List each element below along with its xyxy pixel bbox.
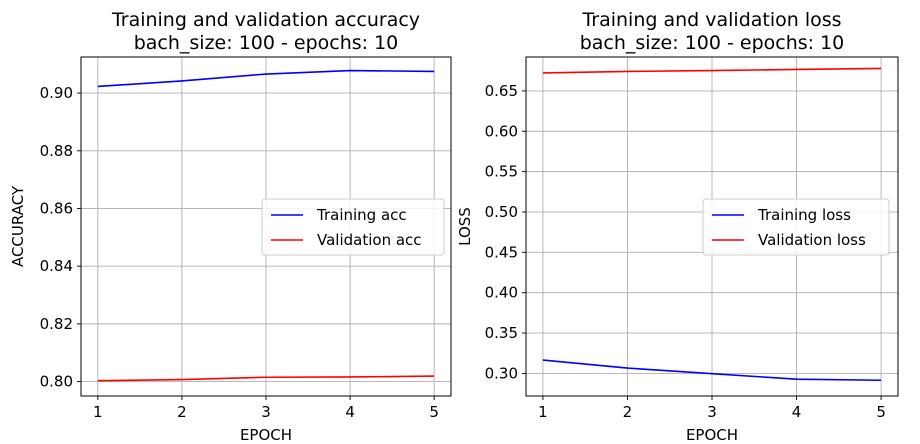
y-tick-label: 0.65 (485, 82, 518, 100)
legend-box (702, 198, 890, 256)
legend-box (261, 198, 445, 256)
x-tick-label: 3 (261, 403, 271, 421)
series-line-validation-loss (542, 67, 882, 74)
chart-title-line-1: Training and validation accuracy (111, 9, 420, 31)
y-tick-label: 0.86 (40, 199, 73, 217)
x-tick-label: 1 (93, 403, 103, 421)
y-tick-label: 0.35 (485, 324, 518, 342)
chart-title-line-2: bach_size: 100 - epochs: 10 (134, 32, 399, 54)
y-tick-label: 0.45 (485, 243, 518, 261)
x-tick-label: 5 (429, 403, 439, 421)
y-tick-label: 0.90 (40, 84, 73, 102)
y-tick-label: 0.80 (40, 373, 73, 391)
y-axis-label: ACCURACY (9, 185, 27, 267)
chart-1: Training and validation accuracybach_siz… (9, 9, 452, 444)
y-axis-label: LOSS (456, 207, 474, 246)
plot-frame (525, 56, 899, 397)
x-axis-label: EPOCH (686, 426, 738, 444)
legend-entry: Training acc (316, 206, 407, 224)
y-tick-label: 0.40 (485, 284, 518, 302)
y-tick-label: 0.84 (40, 257, 73, 275)
x-tick-label: 4 (345, 403, 355, 421)
x-tick-label: 5 (876, 403, 886, 421)
legend-entry: Validation acc (317, 231, 422, 249)
y-tick-label: 0.55 (485, 163, 518, 181)
series-line-training-acc (97, 69, 435, 88)
legend: Training loss Validation loss (702, 198, 890, 256)
plot-frame (80, 56, 452, 397)
x-tick-label: 4 (792, 403, 802, 421)
series-line-validation-acc (97, 375, 435, 382)
legend-entry: Validation loss (758, 231, 866, 249)
x-tick-label: 3 (707, 403, 717, 421)
x-tick-label: 2 (177, 403, 187, 421)
legend-entry: Training loss (757, 206, 851, 224)
x-axis-label: EPOCH (240, 426, 292, 444)
chart-title-line-1: Training and validation loss (581, 9, 841, 31)
y-tick-label: 0.30 (485, 364, 518, 382)
legend: Training acc Validation acc (261, 198, 445, 256)
y-tick-label: 0.50 (485, 203, 518, 221)
x-tick-label: 2 (623, 403, 633, 421)
y-tick-label: 0.60 (485, 122, 518, 140)
y-tick-label: 0.88 (40, 142, 73, 160)
y-tick-label: 0.82 (40, 315, 73, 333)
chart-title-line-2: bach_size: 100 - epochs: 10 (580, 32, 845, 54)
x-tick-label: 1 (538, 403, 548, 421)
series-line-training-loss (542, 359, 882, 382)
